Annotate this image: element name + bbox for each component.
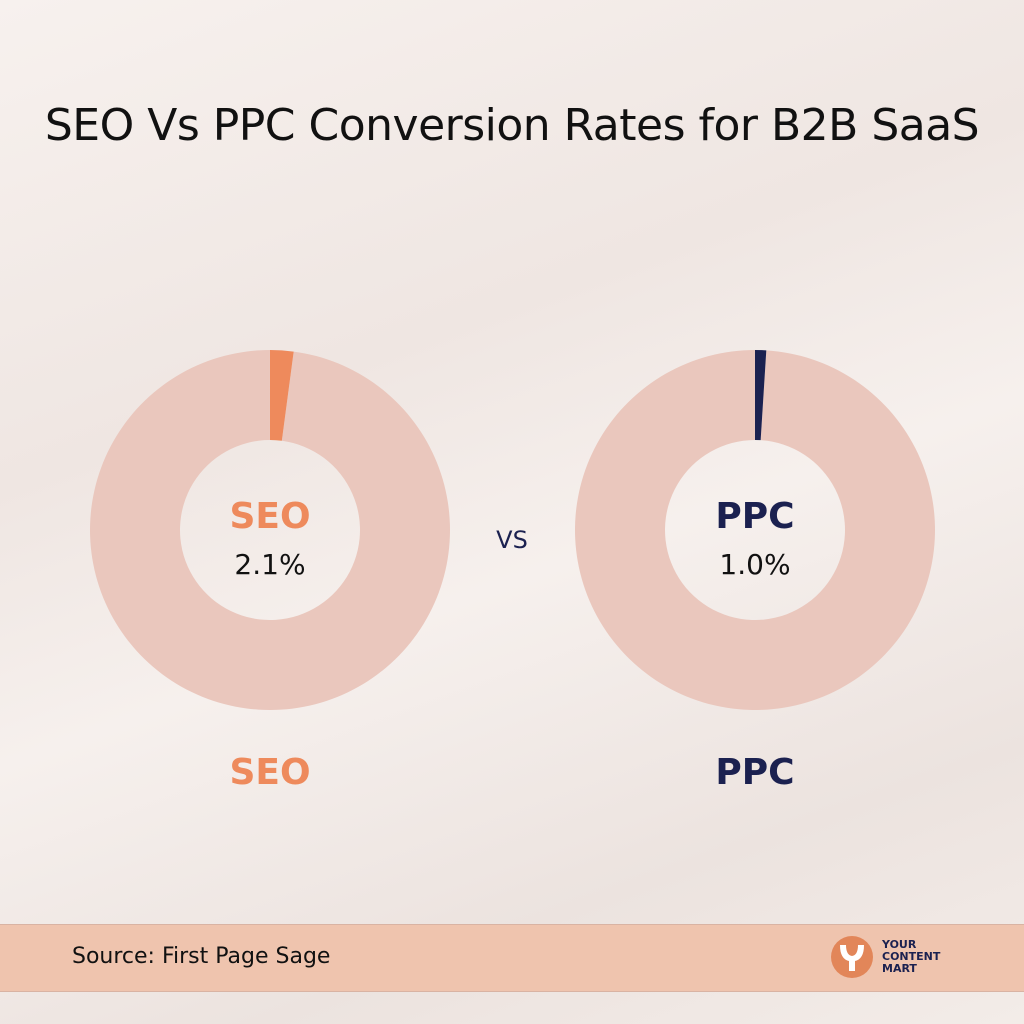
logo-icon (831, 936, 873, 978)
logo-text: YOUR CONTENT MART (882, 938, 941, 975)
slice-remainder-seo (89, 350, 450, 711)
slice-remainder-ppc (575, 350, 935, 711)
slice-ppc (755, 350, 767, 441)
chart-title: SEO Vs PPC Conversion Rates for B2B SaaS (44, 100, 980, 151)
source-text: Source: First Page Sage (72, 944, 331, 969)
legend-label-seo: SEO (229, 752, 310, 793)
center-label-seo: SEO (229, 496, 310, 537)
value-label-ppc: 1.0% (719, 548, 790, 581)
logo: YOUR CONTENT MART (830, 935, 940, 979)
donut-charts: SEO 2.1% SEO PPC 1.0% PPC VS (89, 350, 935, 793)
legend-label-ppc: PPC (715, 752, 794, 793)
slice-seo (270, 350, 294, 441)
center-label-ppc: PPC (715, 496, 794, 537)
footer-bar: Source: First Page Sage YOUR CONTENT MAR… (0, 924, 1024, 992)
value-label-seo: 2.1% (234, 548, 305, 581)
vs-label: VS (496, 526, 528, 554)
